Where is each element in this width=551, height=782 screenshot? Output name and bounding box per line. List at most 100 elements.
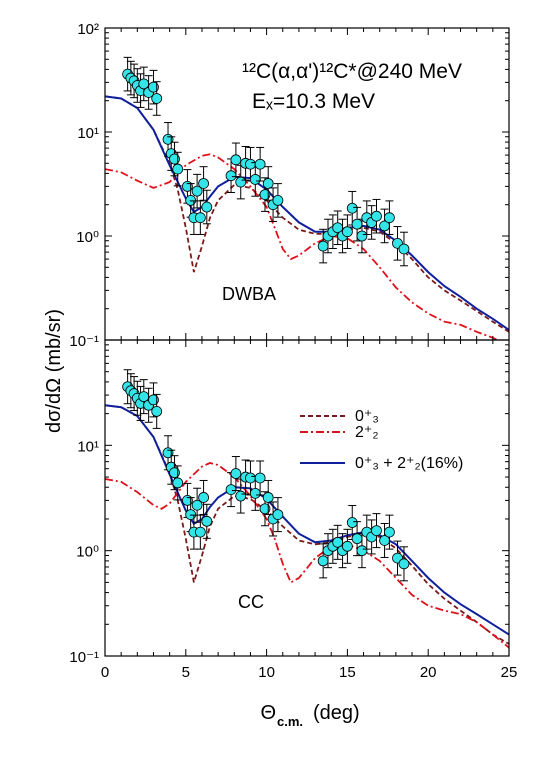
- data-marker: [254, 158, 266, 170]
- data-marker: [272, 194, 284, 206]
- series-curve_2plus2: [105, 153, 499, 340]
- data-point: [254, 460, 266, 496]
- y-tick-label: 10²: [77, 21, 99, 38]
- data-marker: [371, 525, 382, 537]
- data-marker: [346, 202, 358, 214]
- y-axis: 10⁻¹ 10⁰ 10¹: [69, 344, 509, 666]
- data-marker: [185, 194, 197, 206]
- x-axis-title-unit: (deg): [313, 702, 360, 724]
- data-point: [235, 164, 247, 200]
- x-axis-title: Θ c.m. (deg): [260, 702, 359, 729]
- data-marker: [245, 472, 256, 484]
- data-marker: [191, 499, 203, 511]
- data-points: [122, 369, 410, 582]
- data-point: [135, 73, 146, 108]
- y-tick-label: 10⁰: [76, 544, 99, 561]
- legend: 0⁺₃ 2⁺₂ 0⁺₃ + 2⁺₂(16%): [300, 408, 463, 472]
- data-point: [371, 513, 382, 549]
- data-marker: [384, 526, 395, 538]
- data-point: [259, 177, 271, 212]
- data-marker: [169, 153, 180, 165]
- data-point: [191, 487, 203, 523]
- data-marker: [262, 492, 274, 503]
- curves: [105, 404, 509, 649]
- legend-label-combined: 0⁺₃ + 2⁺₂(16%): [355, 455, 463, 472]
- data-point: [332, 210, 344, 246]
- data-point: [272, 497, 284, 533]
- data-marker: [151, 93, 163, 104]
- data-marker: [172, 163, 184, 175]
- data-marker: [194, 212, 206, 224]
- data-marker: [151, 405, 163, 417]
- data-point: [254, 146, 266, 182]
- series-curve_combined: [105, 404, 509, 636]
- data-marker: [225, 484, 237, 495]
- data-point: [172, 465, 184, 501]
- data-point: [398, 231, 410, 267]
- data-point: [371, 198, 382, 234]
- data-point: [262, 479, 274, 515]
- y-axis-title: dσ/dΩ (mb/sr): [43, 309, 65, 433]
- data-marker: [185, 509, 197, 520]
- data-marker: [198, 178, 209, 189]
- plot-frame: [104, 339, 510, 657]
- data-marker: [371, 210, 382, 222]
- y-tick-label: 10⁻¹: [69, 649, 99, 666]
- x-tick-label: 5: [182, 664, 190, 681]
- data-point: [138, 379, 150, 415]
- data-point: [262, 166, 274, 201]
- data-point: [341, 214, 353, 249]
- data-point: [398, 546, 410, 582]
- data-marker: [254, 472, 266, 484]
- data-marker: [194, 526, 206, 538]
- annotation-dwba: DWBA: [222, 284, 276, 304]
- data-point: [198, 166, 209, 201]
- data-marker: [230, 154, 242, 166]
- data-marker: [341, 540, 353, 552]
- data-point: [332, 524, 344, 560]
- x-axis-title-subscript: c.m.: [277, 714, 303, 729]
- data-point: [230, 142, 242, 178]
- curves: [105, 95, 509, 340]
- y-tick-label: 10¹: [77, 438, 99, 455]
- data-marker: [172, 477, 184, 489]
- y-axis: 10⁻¹ 10⁰ 10¹ 10²: [69, 21, 509, 350]
- x-tick-label: 10: [258, 664, 275, 681]
- data-point: [185, 183, 197, 218]
- data-marker: [225, 170, 237, 182]
- data-point: [392, 226, 403, 261]
- panel-dwba: ¹²C(α,α')¹²C*@240 MeV Eₓ=10.3 MeV DWBA 1…: [69, 21, 510, 350]
- data-marker: [398, 243, 410, 255]
- data-marker: [272, 509, 284, 520]
- data-marker: [398, 558, 410, 570]
- data-point: [194, 514, 206, 550]
- data-point: [235, 478, 247, 514]
- data-marker: [169, 467, 180, 479]
- series-curve_0plus3: [105, 95, 509, 333]
- data-point: [201, 189, 213, 225]
- data-points: [122, 56, 410, 267]
- data-point: [384, 514, 395, 550]
- data-marker: [356, 545, 368, 557]
- data-point: [379, 208, 390, 244]
- data-marker: [351, 533, 363, 545]
- data-point: [225, 158, 237, 193]
- data-marker: [249, 174, 261, 185]
- series-curve_2plus2: [105, 462, 509, 649]
- data-marker: [262, 178, 274, 189]
- data-marker: [384, 212, 395, 224]
- legend-label-0plus3: 0⁺₃: [355, 408, 379, 425]
- data-marker: [346, 517, 358, 528]
- x-axis: [104, 28, 510, 340]
- data-marker: [191, 185, 203, 197]
- y-tick-label: 10⁰: [76, 229, 99, 246]
- x-tick-label: 20: [420, 664, 437, 681]
- data-point: [379, 522, 390, 558]
- y-tick-label: 10¹: [77, 125, 99, 142]
- annotation-cc: CC: [238, 592, 264, 612]
- data-point: [341, 528, 353, 564]
- x-tick-label: 0: [101, 664, 109, 681]
- data-marker: [148, 394, 159, 406]
- data-point: [151, 393, 163, 429]
- data-marker: [249, 487, 261, 499]
